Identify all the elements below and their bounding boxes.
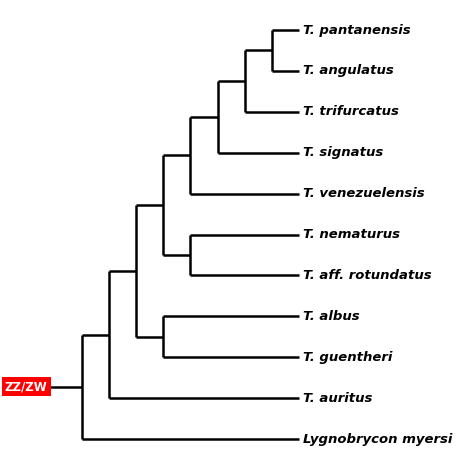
Text: T. angulatus: T. angulatus xyxy=(303,65,394,78)
Text: T. auritus: T. auritus xyxy=(303,392,373,405)
Text: Lygnobrycon myersi: Lygnobrycon myersi xyxy=(303,432,453,445)
Text: ZZ/ZW: ZZ/ZW xyxy=(5,380,48,393)
Text: T. pantanensis: T. pantanensis xyxy=(303,24,410,37)
Text: T. guentheri: T. guentheri xyxy=(303,351,392,364)
Text: T. signatus: T. signatus xyxy=(303,146,383,159)
Text: T. aff. rotundatus: T. aff. rotundatus xyxy=(303,269,432,282)
Text: T. venezuelensis: T. venezuelensis xyxy=(303,187,425,200)
Text: T. nematurus: T. nematurus xyxy=(303,228,400,241)
Text: T. trifurcatus: T. trifurcatus xyxy=(303,106,399,118)
Text: T. albus: T. albus xyxy=(303,310,360,323)
